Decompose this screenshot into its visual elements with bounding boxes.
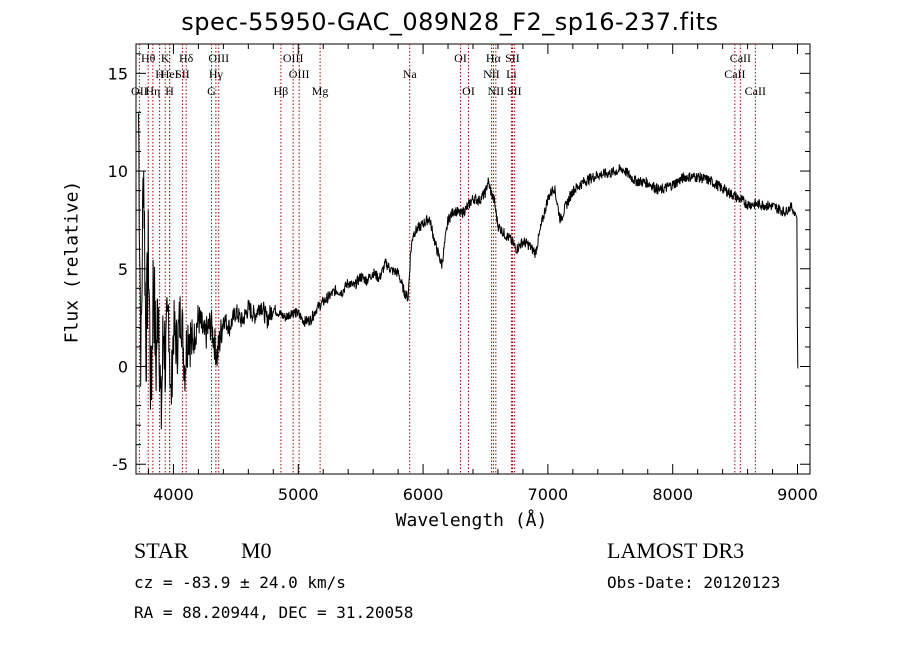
marker-label-5: HeI <box>161 67 179 81</box>
marker-label-25: CaII <box>730 51 751 65</box>
x-tick-label-1: 5000 <box>278 485 319 504</box>
tick-labels: 4000 5000 6000 7000 8000 9000 -5 0 5 10 15 <box>108 64 818 504</box>
marker-label-20: NII <box>483 67 500 81</box>
survey-name: LAMOST DR3 <box>607 538 745 563</box>
marker-label-12: Hβ <box>274 84 289 98</box>
marker-label-3: H <box>155 67 164 81</box>
y-tick-label-2: 5 <box>118 260 128 279</box>
marker-label-6: H <box>165 84 174 98</box>
marker-label-1: OII <box>131 84 148 98</box>
marker-label-15: Mg <box>312 84 329 98</box>
marker-label-18: OI <box>462 84 475 98</box>
x-tick-label-5: 9000 <box>777 485 818 504</box>
redshift-velocity: cz = -83.9 ± 24.0 km/s <box>134 573 346 592</box>
marker-label-0: Hθ <box>141 51 156 65</box>
marker-label-22: SII <box>505 51 520 65</box>
marker-label-13: OIII <box>283 51 304 65</box>
marker-label-4: K <box>161 51 170 65</box>
line-markers <box>138 44 756 474</box>
plot-frame <box>135 43 811 475</box>
marker-label-7: Hδ <box>179 51 194 65</box>
x-tick-label-4: 8000 <box>652 485 693 504</box>
marker-label-2: Hη <box>145 84 160 98</box>
chart-title: spec-55950-GAC_089N28_F2_sp16-237.fits <box>181 8 719 36</box>
marker-label-21: NII <box>488 84 505 98</box>
axis-ticks <box>136 44 810 474</box>
marker-label-24: SII <box>507 84 522 98</box>
y-axis-label: Flux (relative) <box>61 180 83 344</box>
flux-series-line <box>138 113 799 430</box>
marker-label-26: CaII <box>724 67 745 81</box>
marker-label-27: CaII <box>745 84 766 98</box>
y-tick-label-1: 0 <box>118 358 128 377</box>
x-tick-label-3: 7000 <box>528 485 569 504</box>
x-axis-label: Wavelength (Å) <box>395 510 548 531</box>
marker-label-19: Hα <box>486 51 502 65</box>
object-class: STAR <box>134 538 189 563</box>
marker-label-17: OI <box>454 51 467 65</box>
marker-label-14: OIII <box>289 67 310 81</box>
x-tick-label-2: 6000 <box>403 485 444 504</box>
y-tick-label-0: -5 <box>112 455 128 474</box>
marker-label-8: SII <box>175 67 190 81</box>
object-subclass: M0 <box>241 538 272 563</box>
x-tick-label-0: 4000 <box>153 485 194 504</box>
y-tick-label-3: 10 <box>108 162 128 181</box>
y-tick-label-4: 15 <box>108 64 128 83</box>
coordinates: RA = 88.20944, DEC = 31.20058 <box>134 603 414 622</box>
observation-date: Obs-Date: 20120123 <box>607 573 781 592</box>
marker-label-9: OIII <box>208 51 229 65</box>
marker-label-16: Na <box>403 67 418 81</box>
marker-label-23: Li <box>506 67 517 81</box>
marker-label-10: Hγ <box>209 67 224 81</box>
marker-label-11: G <box>207 84 216 98</box>
